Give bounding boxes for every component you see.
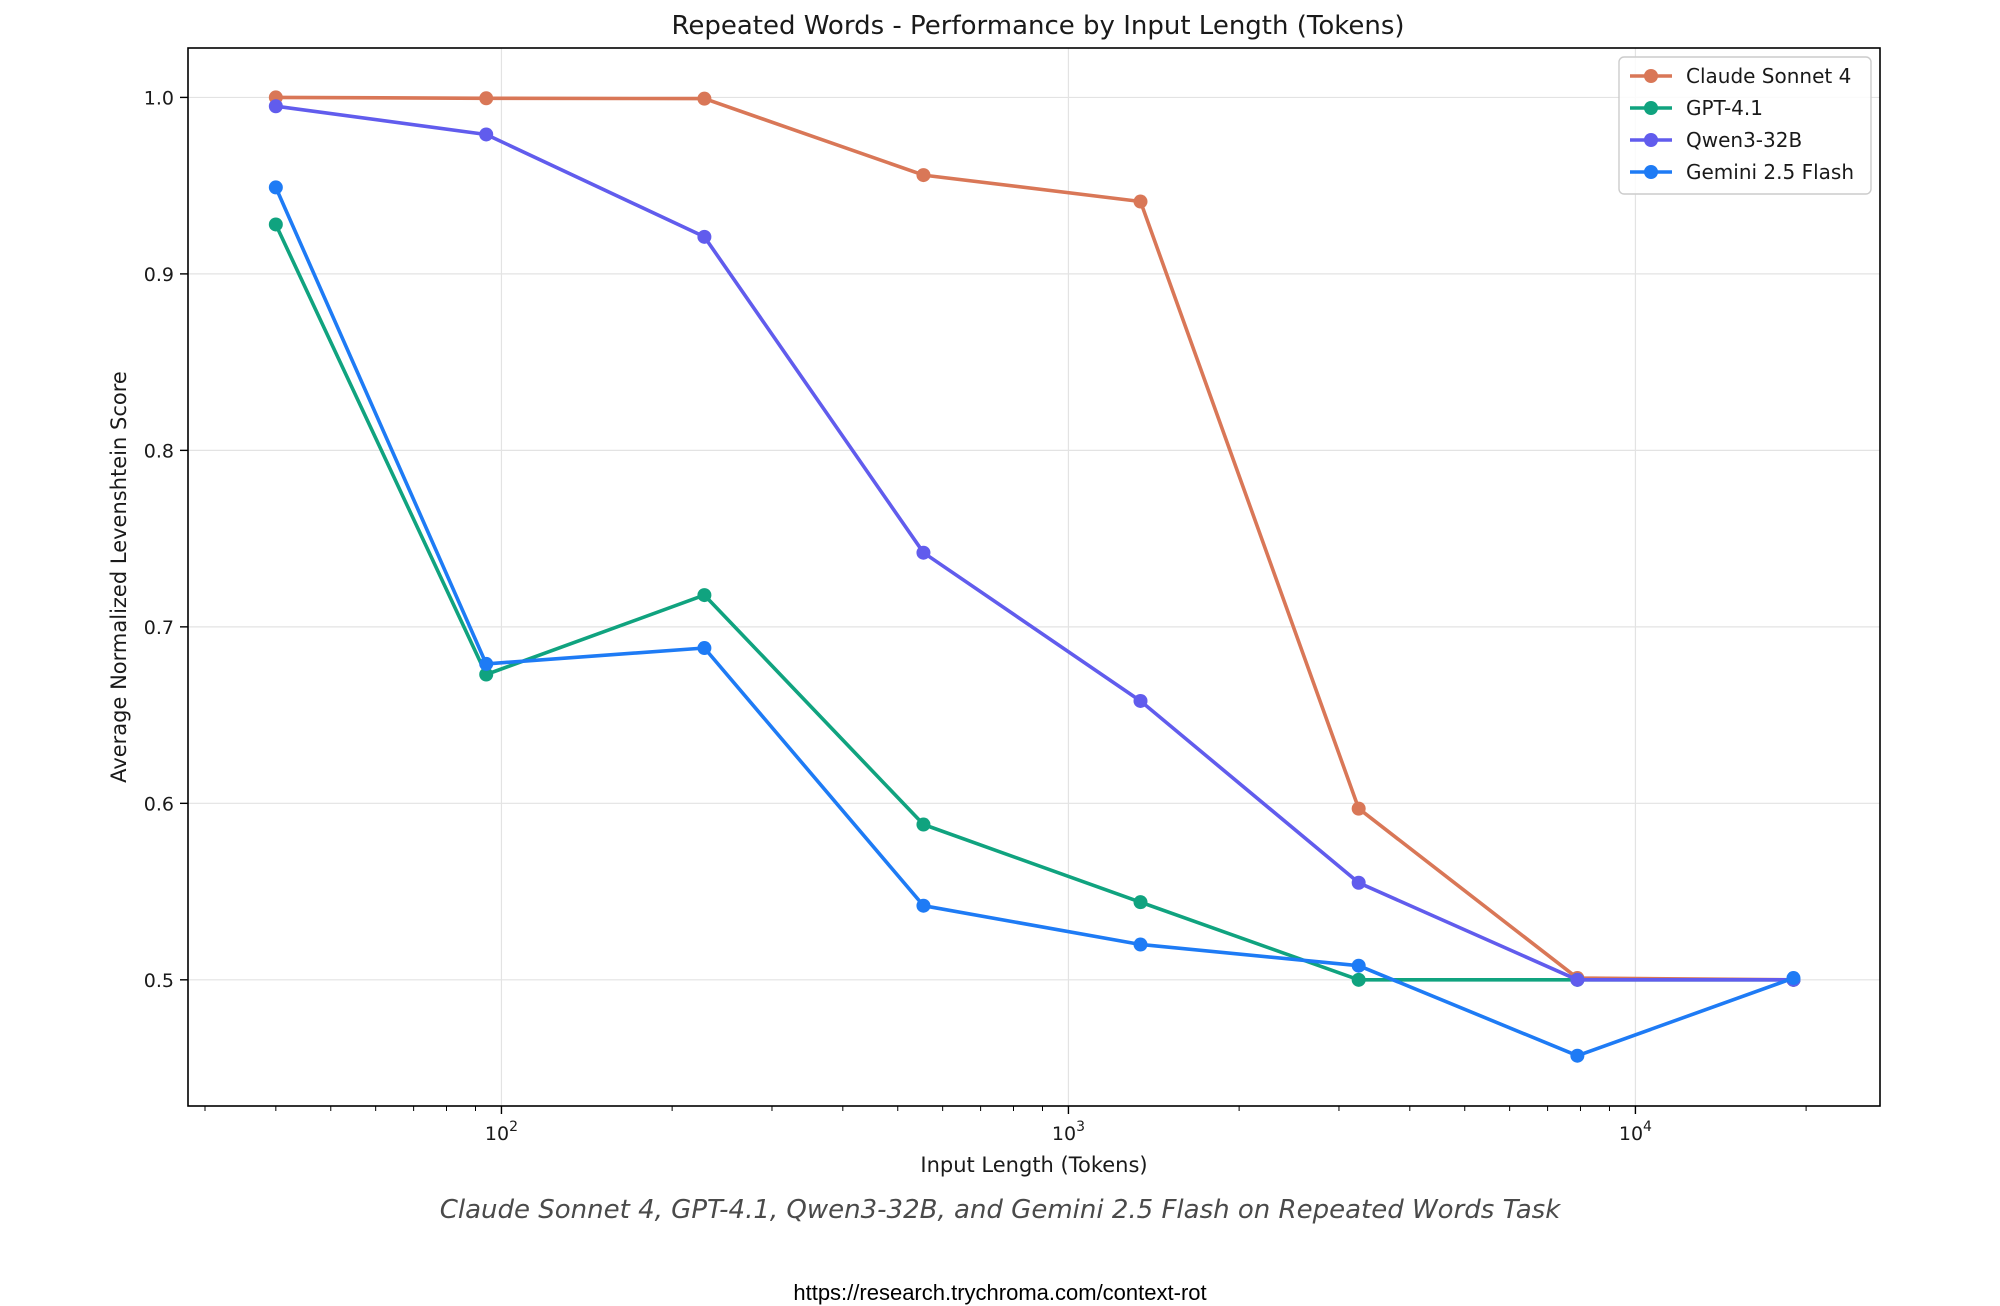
data-point [479,127,494,142]
y-tick-label: 0.6 [144,793,174,815]
x-tick-label: 102 [485,1119,518,1145]
data-point [268,217,283,232]
series-gemini-2-5-flash [268,180,1801,1063]
x-tick-label-base: 10 [485,1123,509,1145]
y-axis-ticks: 0.5 0.6 0.7 0.8 0.9 1.0 [144,87,188,992]
data-point [479,656,494,671]
data-point [1133,937,1148,952]
series-qwen3-32b [268,99,1801,987]
y-tick-label: 0.5 [144,970,174,992]
y-tick-label: 1.0 [144,87,174,109]
x-tick-label-exponent: 3 [1076,1119,1085,1135]
x-tick-label-exponent: 4 [1643,1119,1652,1135]
x-tick-label: 103 [1052,1119,1085,1145]
x-axis-ticks: 102 103 104 [485,1106,1652,1145]
data-point [1351,801,1366,816]
data-point [916,168,931,183]
series-claude-sonnet-4 [268,90,1801,987]
data-point [1133,194,1148,209]
legend-marker [1644,101,1658,115]
data-point [1351,972,1366,987]
data-point [479,91,494,106]
legend-marker [1644,165,1658,179]
x-tick-label-exponent: 2 [509,1119,518,1135]
source-url: https://research.trychroma.com/context-r… [793,1280,1207,1305]
data-point [268,99,283,114]
legend-marker [1644,69,1658,83]
x-axis-label: Input Length (Tokens) [920,1153,1147,1177]
x-tick-label-base: 10 [1052,1123,1076,1145]
data-point [1351,875,1366,890]
data-point [1351,958,1366,973]
data-point [1570,1048,1585,1063]
chart-title: Repeated Words - Performance by Input Le… [671,11,1404,41]
data-point [697,641,712,656]
series-gpt-4-1 [268,217,1801,987]
legend-label: Claude Sonnet 4 [1686,64,1851,88]
data-point [1133,895,1148,910]
legend-label: GPT-4.1 [1686,96,1763,120]
legend-box [1618,56,1872,195]
series-lines [268,90,1801,1063]
data-point [1133,693,1148,708]
figure-caption: Claude Sonnet 4, GPT-4.1, Qwen3-32B, and… [439,1195,1561,1225]
data-point [1570,972,1585,987]
y-tick-label: 0.9 [144,264,174,286]
plot-frame [187,47,1881,1107]
series-line [273,222,1796,982]
data-point [1786,971,1801,986]
legend-marker [1644,133,1658,147]
data-point [916,545,931,560]
legend-label: Gemini 2.5 Flash [1686,160,1854,184]
data-point [916,817,931,832]
x-tick-label-base: 10 [1619,1123,1643,1145]
data-point [697,588,712,603]
y-tick-label: 0.8 [144,440,174,462]
data-point [479,667,494,682]
data-point [916,898,931,913]
series-line [273,95,1796,982]
legend: Claude Sonnet 4 GPT-4.1 Qwen3-32B Gemini 2.… [1618,56,1872,195]
x-tick-label: 104 [1619,1119,1652,1145]
legend-label: Qwen3-32B [1686,128,1802,152]
data-point [697,229,712,244]
x-minor-ticks [204,1106,1807,1111]
series-line [273,104,1796,982]
data-point [268,180,283,195]
data-point [697,91,712,106]
series-line [273,185,1796,1058]
y-tick-label: 0.7 [144,617,174,639]
y-axis-label: Average Normalized Levenshtein Score [107,371,131,783]
